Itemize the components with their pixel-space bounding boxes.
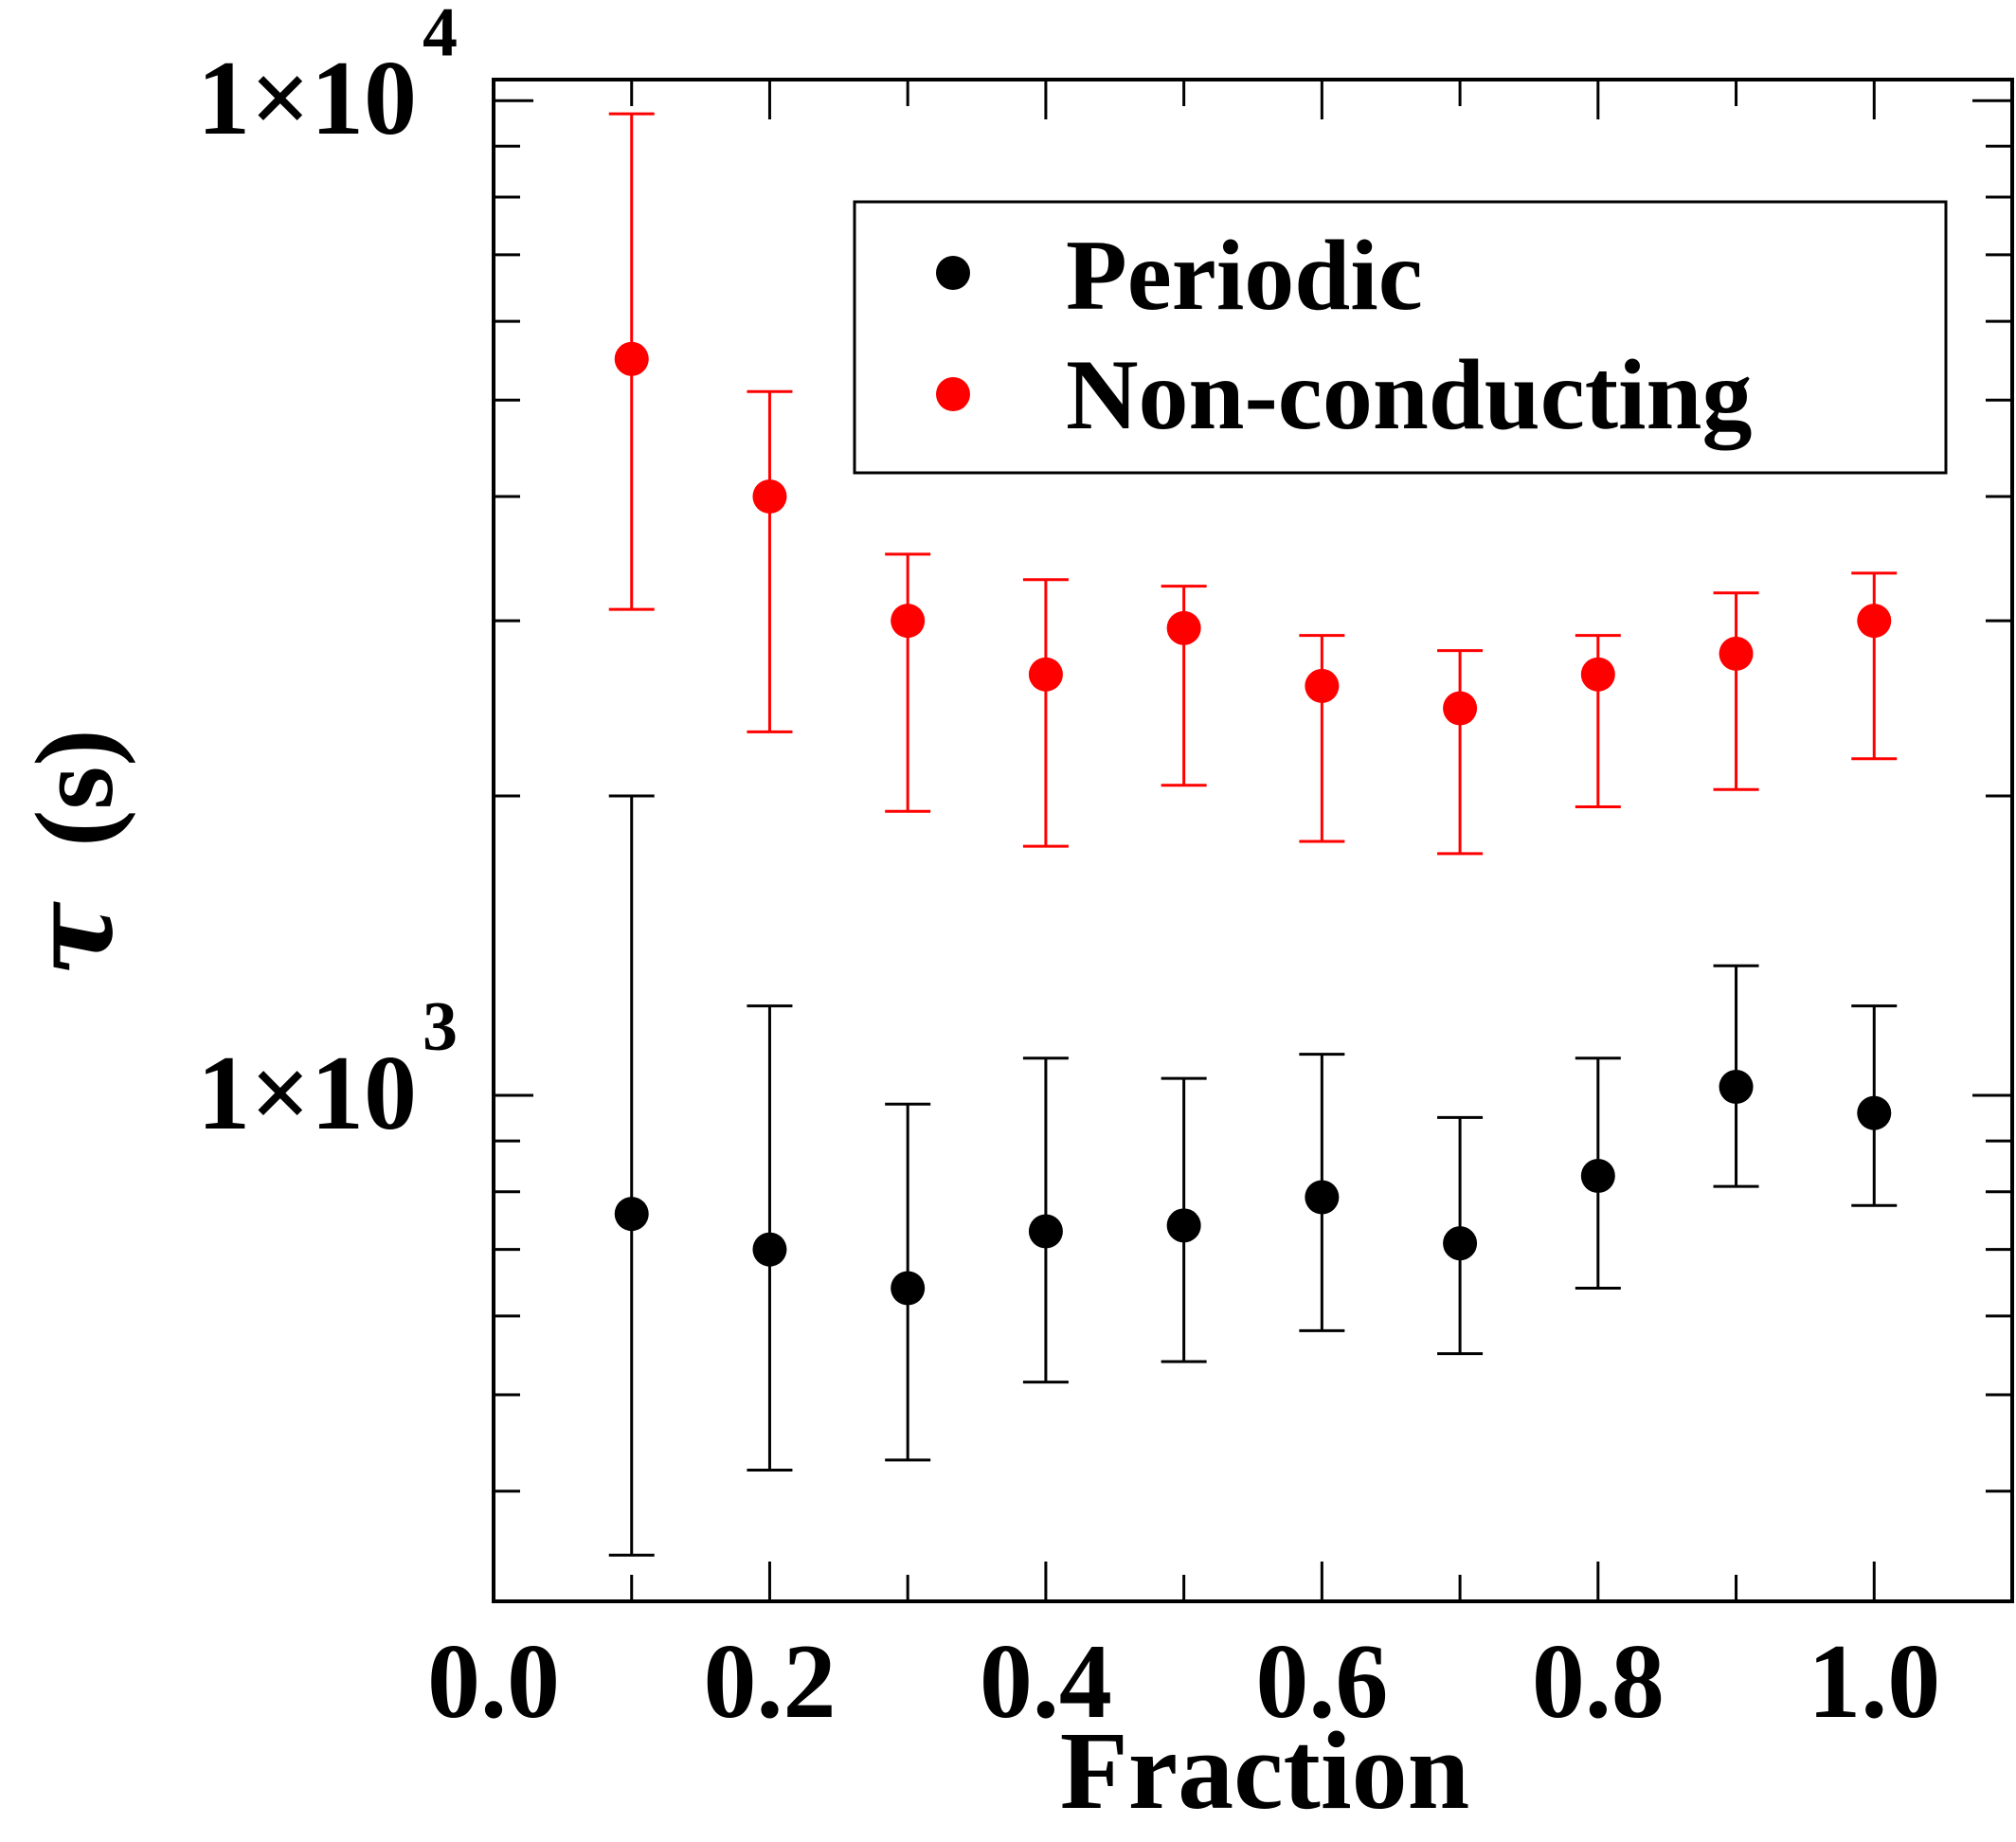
- point-periodic: [1719, 1070, 1754, 1105]
- axis-ticks: [492, 80, 2012, 1601]
- svg-text:τ (s): τ (s): [7, 729, 138, 976]
- data-points: [614, 341, 1892, 1306]
- point-non-conducting: [1166, 610, 1201, 645]
- y-axis-title: τ (s): [7, 729, 138, 976]
- point-non-conducting: [1443, 691, 1478, 726]
- legend-label-non-conducting: Non-conducting: [1066, 339, 1752, 450]
- point-periodic: [1166, 1208, 1201, 1243]
- point-periodic: [1028, 1214, 1063, 1249]
- point-periodic: [752, 1232, 787, 1267]
- point-non-conducting: [1305, 668, 1340, 703]
- point-non-conducting: [1719, 636, 1754, 671]
- y-tick-mantissa: 1×10: [197, 40, 417, 157]
- y-axis-unit: (s): [12, 729, 136, 847]
- x-tick-label: 1.0: [1808, 1623, 1940, 1741]
- legend-box: [853, 200, 1948, 475]
- y-tick-label: 1×103: [197, 988, 458, 1152]
- point-non-conducting: [1580, 657, 1615, 692]
- y-axis-symbol: τ: [7, 901, 138, 977]
- legend: Periodic Non-conducting: [853, 200, 1948, 475]
- x-tick-label: 0.4: [980, 1623, 1112, 1741]
- point-periodic: [614, 1197, 649, 1232]
- y-tick-label: 1×104: [197, 0, 458, 157]
- point-periodic: [1580, 1158, 1615, 1193]
- point-periodic: [891, 1271, 926, 1306]
- legend-label-periodic: Periodic: [1066, 220, 1423, 331]
- point-non-conducting: [1028, 657, 1063, 692]
- y-tick-exponent: 4: [423, 0, 458, 71]
- x-tick-label: 0.0: [427, 1623, 560, 1741]
- legend-marker-periodic: [936, 256, 970, 290]
- point-non-conducting: [1857, 604, 1892, 639]
- point-periodic: [1443, 1226, 1478, 1261]
- plot-frame: [492, 78, 2014, 1603]
- x-axis-title: Fraction: [1060, 1708, 1470, 1833]
- legend-marker-non-conducting: [936, 377, 970, 411]
- y-tick-mantissa: 1×10: [197, 1035, 417, 1152]
- point-periodic: [1305, 1180, 1340, 1215]
- y-tick-exponent: 3: [423, 988, 458, 1066]
- point-non-conducting: [614, 341, 649, 376]
- point-non-conducting: [891, 604, 926, 639]
- point-non-conducting: [752, 479, 787, 514]
- x-tick-labels: 0.0 0.2 0.4 0.6 0.8 1.0: [427, 1623, 1940, 1741]
- x-tick-label: 0.2: [703, 1623, 836, 1741]
- point-periodic: [1857, 1095, 1892, 1130]
- x-tick-label: 0.6: [1255, 1623, 1388, 1741]
- x-tick-label: 0.8: [1532, 1623, 1665, 1741]
